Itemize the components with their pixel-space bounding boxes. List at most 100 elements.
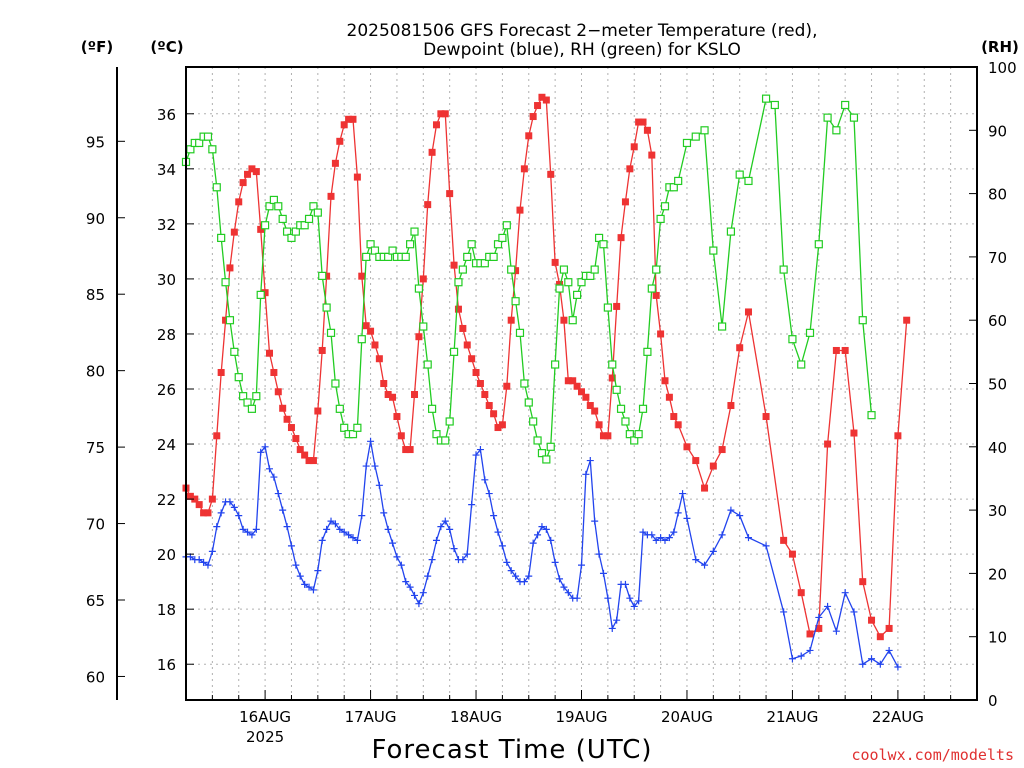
temperature-point (498, 421, 506, 429)
rh-point (256, 290, 265, 299)
dewpoint-point (195, 556, 203, 564)
rh-point (529, 417, 538, 426)
dewpoint-point (512, 572, 520, 580)
dewpoint-point (547, 536, 555, 544)
temperature-point (314, 407, 322, 415)
rh-tick-label: 90 (988, 122, 1007, 140)
temperature-point (454, 305, 462, 313)
rh-point (406, 240, 415, 249)
rh-point (247, 404, 257, 413)
rh-tick-label: 50 (988, 376, 1007, 394)
x-tick-label: 17AUG (345, 708, 397, 726)
dewpoint-point (283, 523, 291, 531)
temperature-point (744, 308, 752, 316)
dewpoint-point (520, 578, 528, 586)
temperature-point (564, 377, 572, 385)
temperature-point (415, 333, 423, 341)
rh-point (449, 347, 459, 356)
rh-unit-label: (RH) (981, 38, 1019, 56)
dewpoint-point (406, 583, 414, 591)
dewpoint-point (389, 539, 397, 547)
rh-point (467, 240, 476, 249)
rh-point (427, 404, 437, 413)
rh-point (489, 252, 498, 261)
temperature-point (353, 173, 361, 181)
dewpoint-point (446, 525, 454, 533)
temperature-point (692, 457, 700, 465)
dewpoint-point (744, 534, 752, 542)
rh-point (195, 138, 204, 148)
dewpoint-point (204, 561, 212, 569)
rh-point (515, 328, 525, 337)
temperature-point (529, 113, 537, 121)
dewpoint-point (309, 586, 317, 594)
temperature-point (265, 349, 273, 357)
temperature-point (367, 327, 375, 335)
rh-point (225, 316, 235, 325)
dewpoint-point (424, 572, 432, 580)
rh-point (212, 183, 221, 192)
temperature-point (226, 264, 234, 272)
temperature-point (437, 110, 445, 118)
rh-point (441, 436, 450, 445)
rh-point (546, 442, 555, 451)
rh-point (634, 430, 643, 439)
rh-point (709, 246, 718, 255)
rh-point (551, 360, 560, 369)
rh-point (331, 379, 340, 388)
celsius-tick-label: 34 (157, 161, 176, 179)
temperature-point (876, 633, 884, 641)
rh-point (788, 335, 797, 344)
temperature-point (305, 457, 313, 465)
temperature-point (736, 344, 744, 352)
temperature-point (709, 462, 717, 470)
temperature-point (213, 432, 221, 440)
dewpoint-point (362, 462, 370, 470)
rh-point (217, 233, 226, 243)
rh-point (586, 271, 595, 280)
rh-point (410, 227, 419, 236)
dewpoint-point (582, 470, 590, 478)
rh-tick-label: 40 (988, 439, 1007, 457)
rh-point (203, 132, 213, 141)
rh-point (388, 246, 397, 255)
dewpoint-point (556, 575, 564, 583)
rh-point (304, 214, 314, 224)
temperature-point (432, 121, 440, 129)
temperature-point (318, 346, 326, 354)
temperature-point (349, 115, 357, 123)
dewpoint-point (876, 660, 884, 668)
rh-point (647, 284, 656, 293)
temperature-point (331, 159, 339, 167)
rh-point (313, 208, 322, 217)
chart-title-line1: 2025081506 GFS Forecast 2−meter Temperat… (347, 21, 818, 41)
fahrenheit-tick-label: 90 (86, 210, 105, 228)
temperature-point (551, 258, 559, 266)
temperature-point (560, 316, 568, 324)
rh-point (630, 436, 639, 445)
rh-tick-label: 30 (988, 502, 1007, 520)
dewpoint-point (859, 660, 867, 668)
chart-title-line2: Dewpoint (blue), RH (green) for KSLO (423, 40, 741, 60)
temperature-point (512, 267, 520, 275)
dewpoint-point (230, 503, 238, 511)
temperature-point (815, 624, 823, 632)
dewpoint-point (314, 567, 322, 575)
rh-point (718, 322, 727, 331)
dewpoint-point (367, 437, 375, 445)
dewpoint-point (468, 501, 476, 509)
rh-tick-label: 70 (988, 249, 1007, 267)
temperature-point (841, 346, 849, 354)
dewpoint-point (226, 498, 234, 506)
temperature-point (674, 421, 682, 429)
dewpoint-point (274, 490, 282, 498)
dewpoint-point (727, 506, 735, 514)
dewpoint-point (494, 528, 502, 536)
dewpoint-point (279, 506, 287, 514)
temperature-point (683, 443, 691, 451)
temperature-point (718, 446, 726, 454)
celsius-tick-label: 24 (157, 436, 176, 454)
grid-lines (186, 67, 977, 700)
temperature-point (617, 234, 625, 242)
rh-point (278, 214, 287, 224)
